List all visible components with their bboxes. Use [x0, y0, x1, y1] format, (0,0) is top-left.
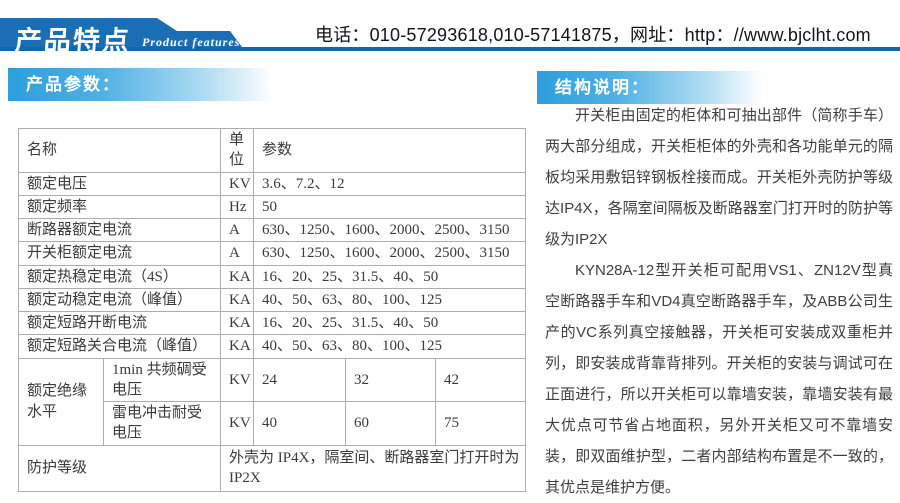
row-unit: KA: [220, 310, 255, 336]
row-unit: KA: [220, 264, 255, 289]
table-row-protection: 防护等级 外壳为 IP4X，隔室间、断路器室门打开时为 IP2X: [17, 444, 527, 492]
row-unit: A: [220, 241, 255, 266]
row-name: 断路器额定电流: [17, 217, 222, 243]
row-unit: A: [220, 217, 255, 243]
parameters-table: 名称 单位 参数 额定电压 KV 3.6、7.2、12 额定频率 Hz 50 断…: [17, 128, 527, 492]
table-row: 额定频率 Hz 50: [17, 194, 527, 220]
page-title: 产品特点: [13, 26, 132, 56]
row-value: 3.6、7.2、12: [253, 171, 527, 196]
insulation-sub-label: 1min 共频碉受电压: [102, 357, 222, 402]
row-name: 开关柜额定电流: [17, 241, 222, 266]
table-row: 额定短路开断电流 KA 16、20、25、31.5、40、50: [17, 310, 527, 336]
table-row: 额定电压 KV 3.6、7.2、12: [17, 171, 527, 196]
row-unit: KV: [220, 357, 255, 402]
page-title-english: Product features: [142, 35, 241, 49]
row-value: 40、50、63、80、100、125: [253, 334, 527, 359]
row-value: 50: [253, 194, 527, 220]
row-name: 防护等级: [17, 444, 222, 492]
row-value: 外壳为 IP4X，隔室间、断路器室门打开时为 IP2X: [220, 444, 527, 492]
insulation-value: 60: [345, 401, 437, 446]
row-unit: KV: [220, 401, 255, 446]
row-name: 额定热稳定电流（4S）: [17, 264, 222, 289]
row-value: 630、1250、1600、2000、2500、3150: [253, 241, 527, 266]
section-title-parameters: 产品参数：: [8, 68, 273, 101]
table-header-row: 名称 单位 参数: [17, 128, 527, 173]
table-row: 开关柜额定电流 A 630、1250、1600、2000、2500、3150: [17, 241, 527, 266]
row-value: 16、20、25、31.5、40、50: [253, 264, 527, 289]
table-row: 额定动稳定电流（峰值） KA 40、50、63、80、100、125: [17, 287, 527, 313]
insulation-group-label: 额定绝缘水平: [18, 357, 104, 446]
row-value: 16、20、25、31.5、40、50: [253, 310, 527, 336]
insulation-value: 40: [253, 401, 347, 446]
description-paragraph: 开关柜由固定的柜体和可抽出部件（简称手车）两大部分组成，开关柜柜体的外壳和各功能…: [545, 107, 893, 248]
row-unit: KA: [220, 287, 255, 313]
insulation-value: 32: [345, 357, 437, 402]
header-param: 参数: [253, 128, 527, 173]
row-unit: KA: [220, 334, 255, 359]
insulation-value: 42: [435, 357, 527, 402]
row-name: 额定短路关合电流（峰值）: [17, 334, 222, 359]
header-unit: 单位: [220, 128, 255, 173]
structure-description: 开关柜由固定的柜体和可抽出部件（简称手车）两大部分组成，开关柜柜体的外壳和各功能…: [545, 100, 893, 503]
row-value: 40、50、63、80、100、125: [253, 287, 527, 313]
description-paragraph: KYN28A-12型开关柜可配用VS1、ZN12V型真空断路器手车和VD4真空断…: [545, 262, 893, 496]
header-name: 名称: [17, 128, 222, 173]
row-name: 额定电压: [17, 171, 222, 196]
header-divider: [0, 47, 900, 51]
table-row: 额定热稳定电流（4S） KA 16、20、25、31.5、40、50: [17, 264, 527, 289]
row-name: 额定频率: [17, 194, 222, 220]
row-name: 额定动稳定电流（峰值）: [17, 287, 222, 313]
table-row-insulation-2: 雷电冲击耐受电压 KV 40 60 75: [19, 401, 527, 446]
section-title-structure: 结构说明：: [537, 71, 762, 104]
insulation-sub-label: 雷电冲击耐受电压: [102, 401, 222, 446]
insulation-value: 24: [253, 357, 347, 402]
row-unit: Hz: [220, 194, 255, 220]
insulation-value: 75: [435, 401, 527, 446]
table-row-insulation-1: 额定绝缘水平 1min 共频碉受电压 KV 24 32 42: [18, 357, 527, 446]
table-row: 断路器额定电流 A 630、1250、1600、2000、2500、3150: [17, 217, 527, 243]
row-value: 630、1250、1600、2000、2500、3150: [253, 217, 527, 243]
row-name: 额定短路开断电流: [17, 310, 222, 336]
table-row: 额定短路关合电流（峰值） KA 40、50、63、80、100、125: [17, 334, 527, 359]
contact-info: 电话：010-57293618,010-57141875，网址：http：//w…: [315, 25, 871, 45]
row-unit: KV: [220, 171, 255, 196]
